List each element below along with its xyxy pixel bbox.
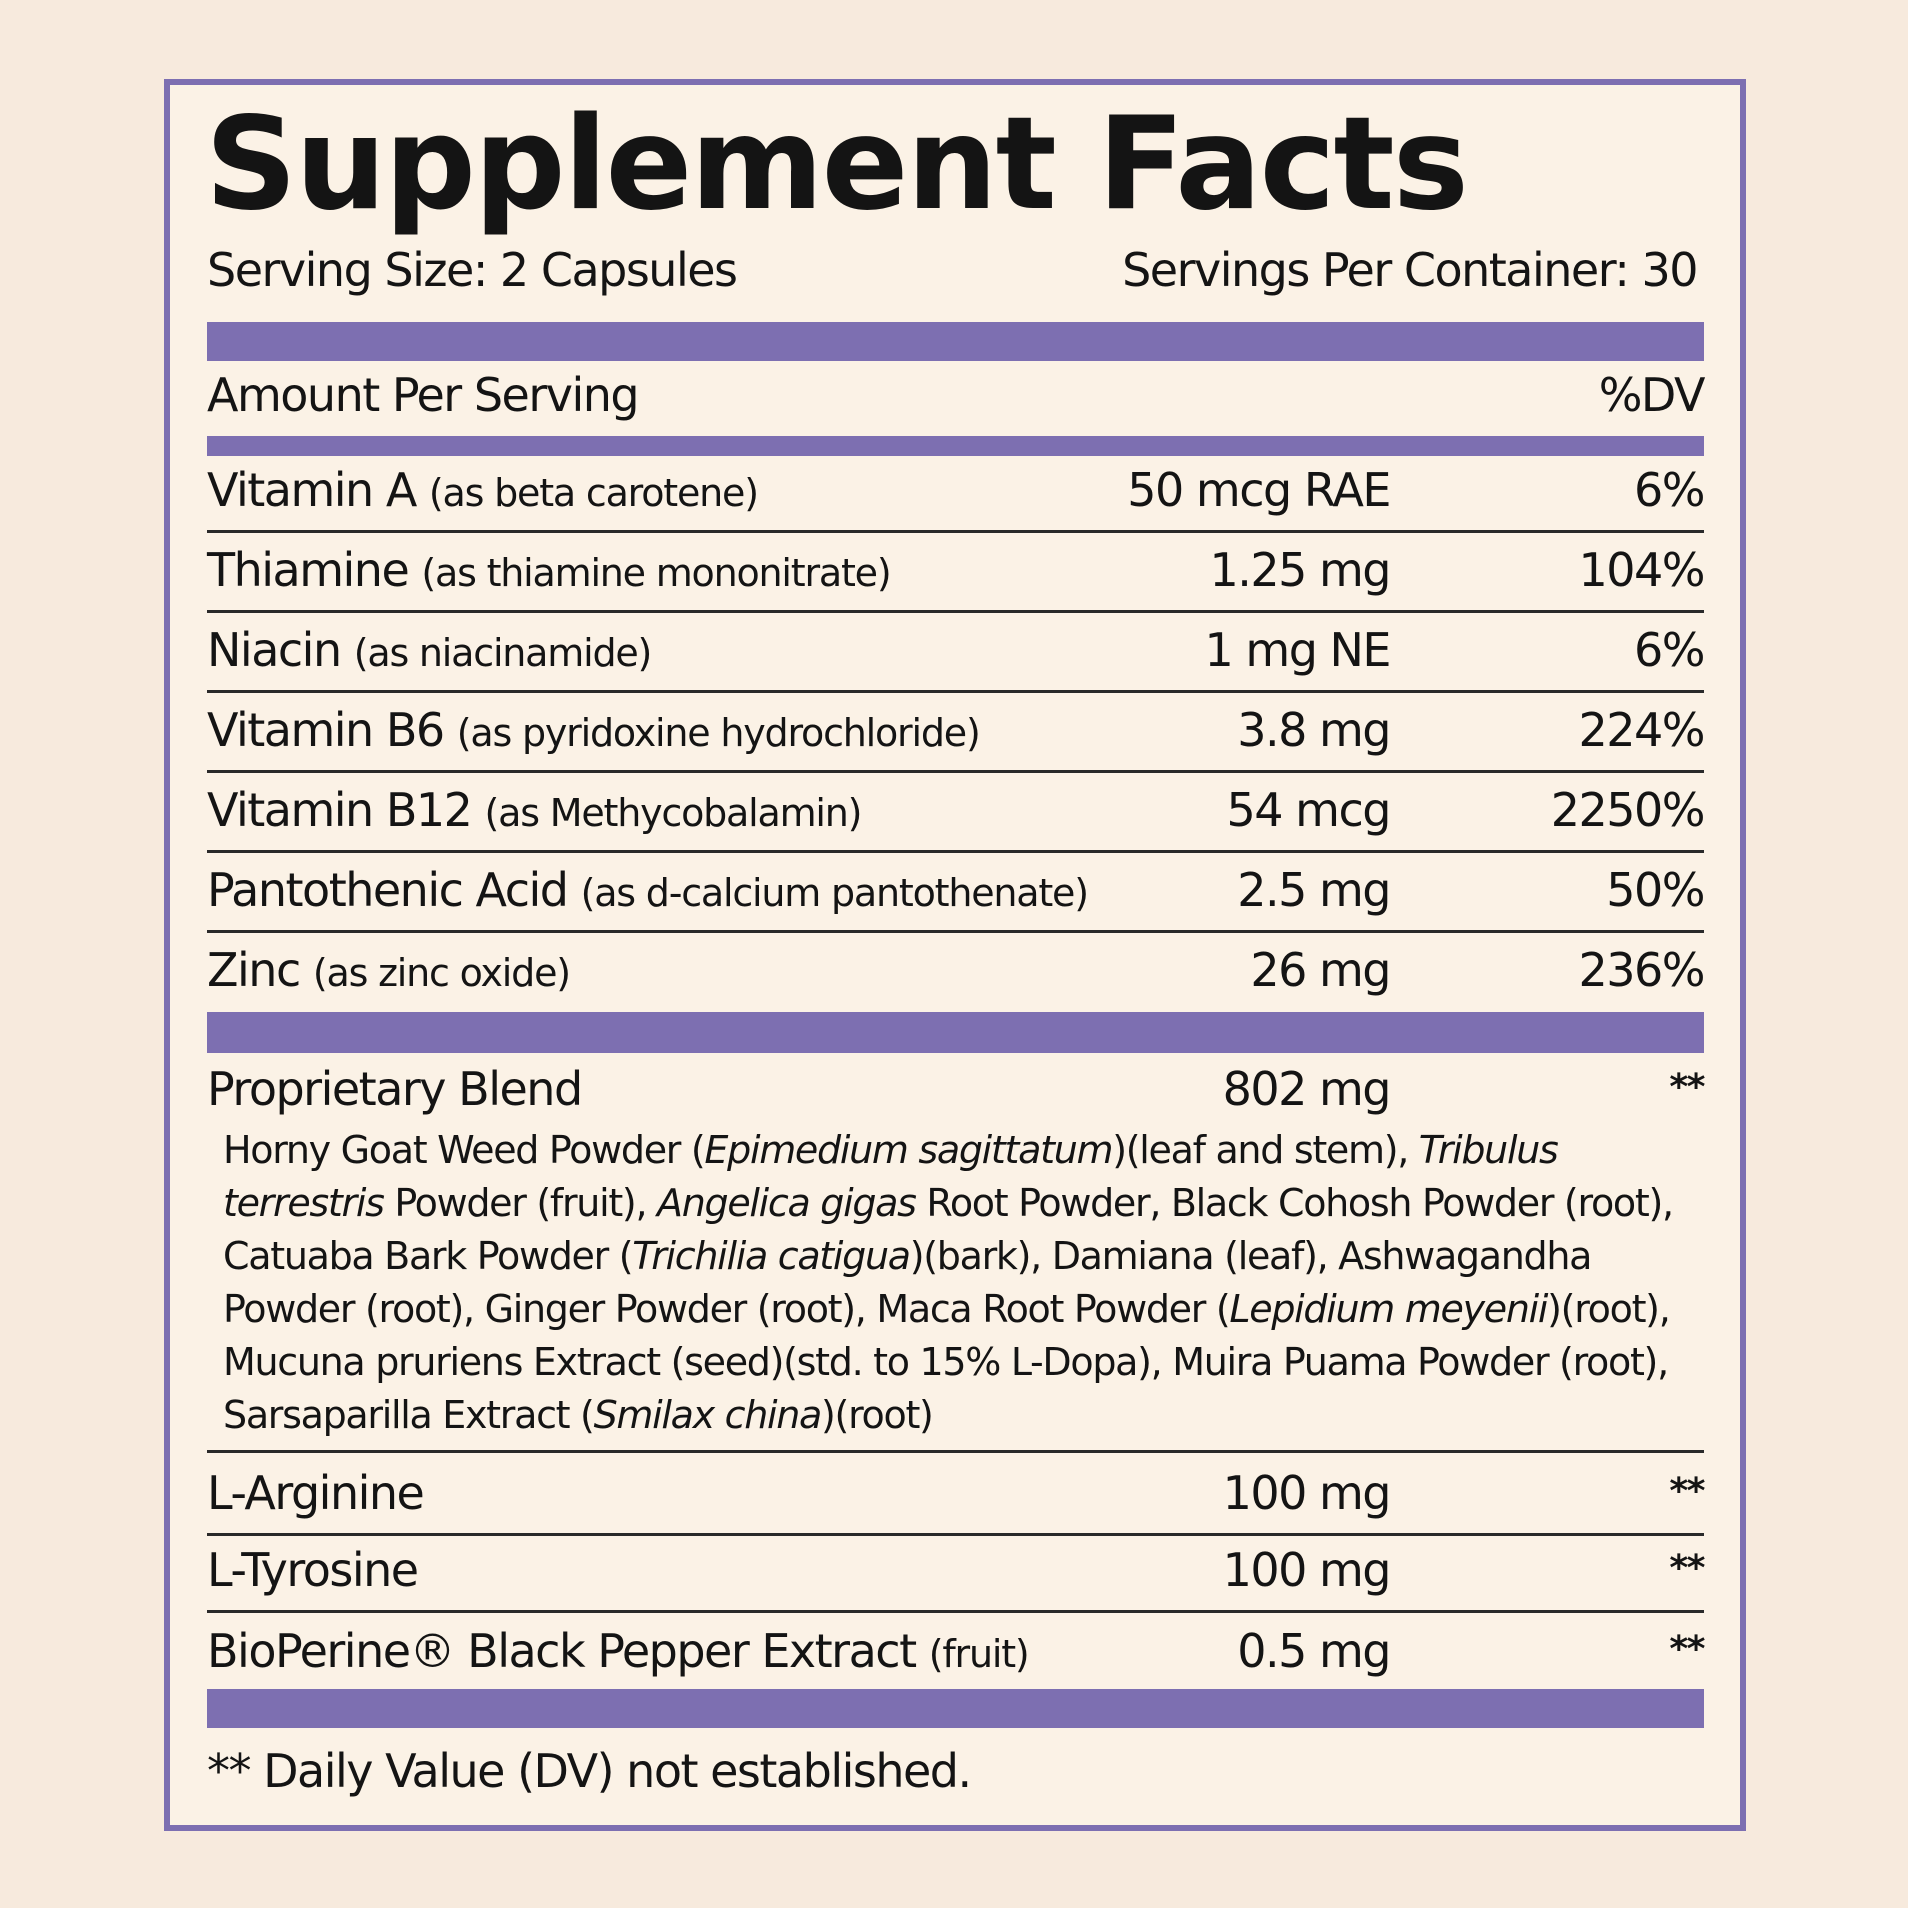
ingredient-text: Epimedium sagittatum: [704, 1128, 1113, 1172]
amount: 0.5 mg: [1237, 1624, 1391, 1678]
daily-value: **: [1669, 1629, 1705, 1670]
divider-bar: [207, 1012, 1704, 1053]
ingredient-source: (as d-calcium pantothenate): [580, 871, 1089, 915]
ingredient: Vitamin A: [207, 463, 417, 517]
amount: 2.5 mg: [1237, 863, 1391, 917]
daily-value: 236%: [1578, 943, 1705, 997]
daily-value: 6%: [1634, 623, 1705, 677]
ingredient-text: )(bark), Damiana (leaf), Ashwagandha Pow…: [223, 1234, 1592, 1331]
ingredient-name: BioPerine® Black Pepper Extract (fruit): [207, 1624, 1030, 1678]
ingredient-text: Powder (fruit),: [383, 1181, 658, 1225]
ingredient-source: (as beta carotene): [428, 471, 759, 515]
ingredient-text: Lepidium meyenii: [1229, 1287, 1548, 1331]
ingredient: L-Tyrosine: [207, 1543, 419, 1597]
other-row: L-Arginine 100 mg **: [207, 1450, 1705, 1536]
ingredient-text: Smilax china: [593, 1393, 823, 1437]
ingredient-text: Trichilia catigua: [632, 1234, 911, 1278]
label-panel: [164, 79, 1746, 1831]
ingredient: Proprietary Blend: [207, 1062, 583, 1116]
ingredient-name: Thiamine (as thiamine mononitrate): [207, 543, 892, 597]
other-row: BioPerine® Black Pepper Extract (fruit) 0…: [207, 1611, 1705, 1691]
vitamin-row: Pantothenic Acid (as d-calcium pantothen…: [207, 850, 1705, 933]
title: Supplement Facts: [205, 90, 1469, 239]
amount: 802 mg: [1222, 1062, 1392, 1116]
ingredient: Vitamin B6: [207, 703, 445, 757]
amount: 54 mcg: [1226, 783, 1392, 837]
ingredient-text: Horny Goat Weed Powder (: [223, 1128, 706, 1172]
ingredient-name: Vitamin B6 (as pyridoxine hydrochloride): [207, 703, 981, 757]
ingredient: Zinc: [207, 943, 301, 997]
daily-value: 50%: [1606, 863, 1705, 917]
servings-per-container: Servings Per Container: 30: [1122, 243, 1698, 297]
ingredient-name: Niacin (as niacinamide): [207, 623, 653, 677]
ingredient-text: )(root): [821, 1393, 934, 1437]
divider-bar: [207, 322, 1704, 361]
divider-bar: [207, 436, 1704, 456]
ingredient: Niacin: [207, 623, 342, 677]
ingredient-text: Tribulus terrestris: [223, 1128, 1559, 1225]
amount: 1 mg NE: [1204, 623, 1392, 677]
vitamin-row: Vitamin A (as beta carotene) 50 mcg RAE 6%: [207, 450, 1705, 533]
daily-value: **: [1669, 1067, 1705, 1108]
vitamin-row: Thiamine (as thiamine mononitrate) 1.25 m…: [207, 530, 1705, 613]
ingredient-name: Vitamin B12 (as Methycobalamin): [207, 783, 863, 837]
ingredient-source: (fruit): [928, 1632, 1030, 1676]
vitamin-row: Vitamin B12 (as Methycobalamin) 54 mcg 225…: [207, 770, 1706, 853]
daily-value: 6%: [1634, 463, 1705, 517]
divider-bar: [207, 1689, 1704, 1728]
amount: 3.8 mg: [1237, 703, 1391, 757]
ingredient: BioPerine® Black Pepper Extract: [207, 1624, 917, 1678]
footnote: ** Daily Value (DV) not established.: [207, 1744, 972, 1798]
other-row: L-Tyrosine 100 mg **: [207, 1530, 1705, 1613]
ingredient: L-Arginine: [207, 1466, 425, 1520]
ingredient-name: Vitamin A (as beta carotene): [207, 463, 759, 517]
vitamin-row: Niacin (as niacinamide) 1 mg NE 6%: [207, 610, 1705, 693]
amount: 50 mcg RAE: [1127, 463, 1391, 517]
ingredient-text: Angelica gigas: [657, 1181, 917, 1225]
amount: 26 mg: [1250, 943, 1391, 997]
ingredient-text: )(root), Mucuna pruriens Extract (seed)(…: [223, 1287, 1671, 1437]
ingredient-text: )(leaf and stem),: [1112, 1128, 1419, 1172]
ingredient-name: L-Tyrosine: [207, 1543, 419, 1597]
daily-value: 2250%: [1550, 783, 1706, 837]
ingredient-name: Pantothenic Acid (as d-calcium pantothen…: [207, 863, 1089, 917]
ingredient-name: Proprietary Blend: [207, 1062, 583, 1116]
serving-size: Serving Size: 2 Capsules: [207, 243, 738, 297]
ingredient-name: Zinc (as zinc oxide): [207, 943, 571, 997]
ingredient-source: (as niacinamide): [353, 631, 653, 675]
ingredient-source: (as zinc oxide): [312, 951, 571, 995]
amount: 100 mg: [1222, 1466, 1392, 1520]
blend-ingredients: Horny Goat Weed Powder (Epimedium sagitt…: [223, 1124, 1693, 1442]
ingredient-name: L-Arginine: [207, 1466, 425, 1520]
daily-value: **: [1669, 1471, 1705, 1512]
ingredient-source: (as pyridoxine hydrochloride): [456, 711, 981, 755]
ingredient: Pantothenic Acid: [207, 863, 569, 917]
amount-header: Amount Per Serving: [207, 368, 640, 422]
ingredient-source: (as Methycobalamin): [484, 791, 863, 835]
ingredient-source: (as thiamine mononitrate): [421, 551, 891, 595]
dv-header: %DV: [1598, 368, 1706, 422]
amount: 100 mg: [1222, 1543, 1392, 1597]
daily-value: **: [1669, 1548, 1705, 1589]
ingredient: Thiamine: [207, 543, 410, 597]
daily-value: 104%: [1578, 543, 1705, 597]
ingredient: Vitamin B12: [207, 783, 473, 837]
vitamin-row: Zinc (as zinc oxide) 26 mg 236%: [207, 930, 1705, 1010]
daily-value: 224%: [1578, 703, 1705, 757]
blend-row: Proprietary Blend 802 mg **: [207, 1049, 1705, 1129]
vitamin-row: Vitamin B6 (as pyridoxine hydrochloride)…: [207, 690, 1705, 773]
amount: 1.25 mg: [1209, 543, 1391, 597]
ingredient-text: Root Powder, Black Cohosh Powder (root),…: [223, 1181, 1674, 1278]
